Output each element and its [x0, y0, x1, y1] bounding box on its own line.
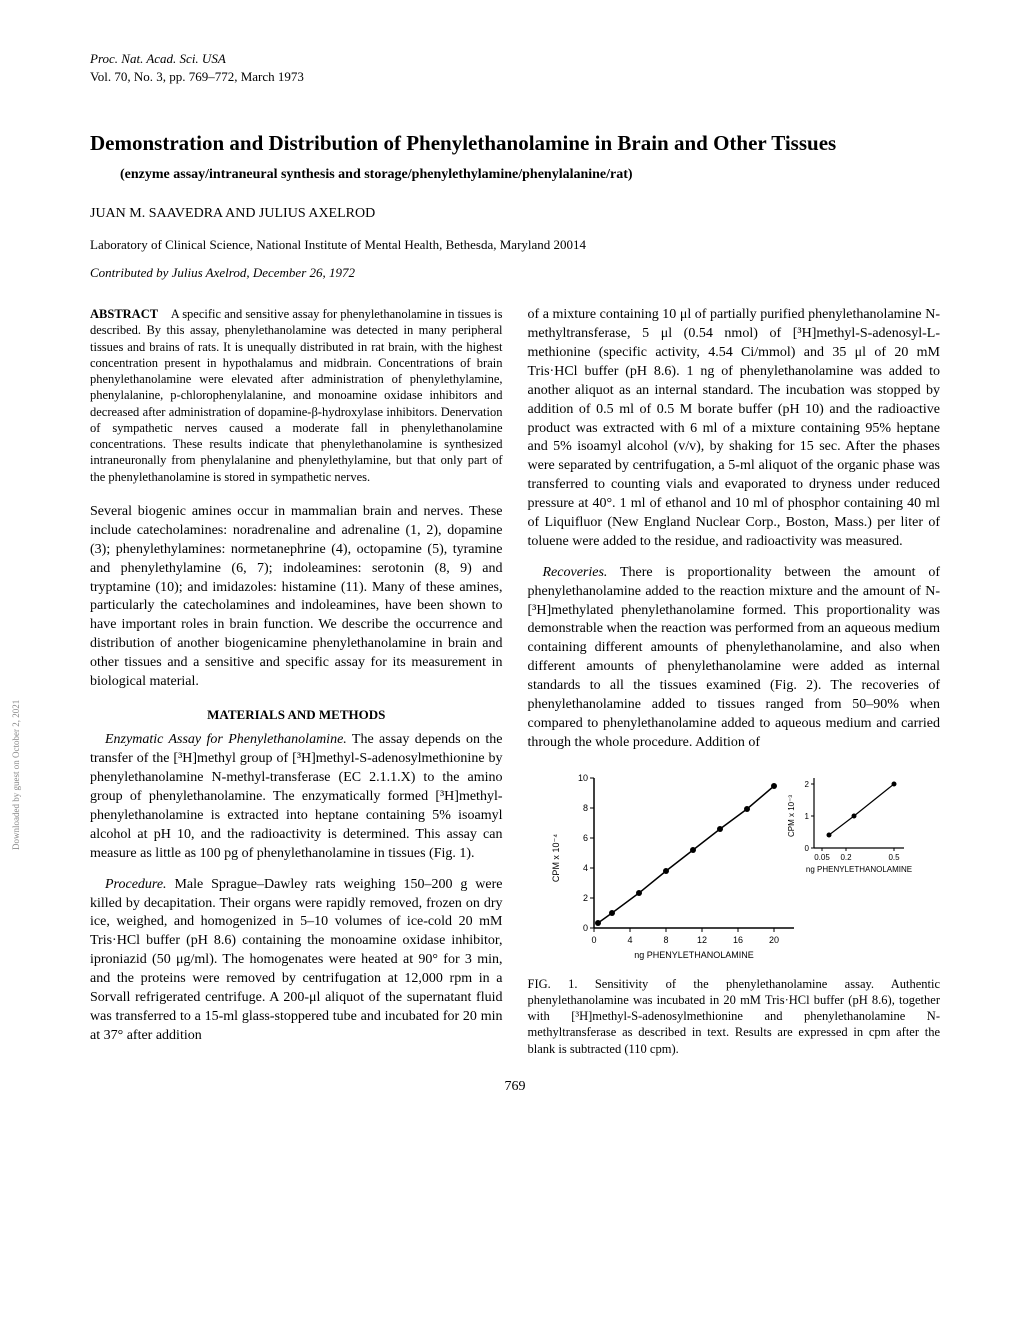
- svg-text:8: 8: [663, 935, 668, 945]
- svg-text:CPM x 10⁻³: CPM x 10⁻³: [787, 794, 796, 836]
- svg-text:0: 0: [804, 844, 809, 853]
- recoveries-body: There is proportionality between the amo…: [528, 565, 941, 750]
- article-title: Demonstration and Distribution of Phenyl…: [90, 130, 940, 156]
- methods-p2-body: Male Sprague–Dawley rats weighing 150–20…: [90, 877, 503, 1043]
- svg-text:10: 10: [578, 773, 588, 783]
- journal-header: Proc. Nat. Acad. Sci. USA Vol. 70, No. 3…: [90, 50, 940, 85]
- abstract-label: ABSTRACT: [90, 307, 158, 321]
- run-in-head-3: Recoveries.: [543, 565, 608, 580]
- svg-text:12: 12: [697, 935, 707, 945]
- svg-text:8: 8: [583, 803, 588, 813]
- journal-name: Proc. Nat. Acad. Sci. USA: [90, 50, 940, 68]
- svg-text:0.2: 0.2: [840, 853, 852, 862]
- left-column: ABSTRACT A specific and sensitive assay …: [90, 306, 503, 1057]
- svg-text:2: 2: [583, 893, 588, 903]
- svg-text:4: 4: [627, 935, 632, 945]
- svg-text:20: 20: [769, 935, 779, 945]
- journal-issue: Vol. 70, No. 3, pp. 769–772, March 1973: [90, 68, 940, 86]
- authors: JUAN M. SAAVEDRA AND JULIUS AXELROD: [90, 205, 940, 224]
- abstract: ABSTRACT A specific and sensitive assay …: [90, 306, 503, 485]
- svg-text:16: 16: [733, 935, 743, 945]
- fig-caption-text: Sensitivity of the phenylethanolamine as…: [528, 977, 941, 1056]
- download-note: Downloaded by guest on October 2, 2021: [10, 700, 22, 850]
- svg-text:ng PHENYLETHANOLAMINE: ng PHENYLETHANOLAMINE: [806, 865, 912, 874]
- methods-continuation: of a mixture containing 10 μl of partial…: [528, 306, 941, 552]
- figure-1-caption: FIG. 1. Sensitivity of the phenylethanol…: [528, 976, 941, 1057]
- svg-text:4: 4: [583, 863, 588, 873]
- two-column-layout: ABSTRACT A specific and sensitive assay …: [90, 306, 940, 1057]
- methods-paragraph-1: Enzymatic Assay for Phenylethanolamine. …: [90, 731, 503, 863]
- page-number: 769: [90, 1078, 940, 1097]
- methods-p1-body: The assay depends on the transfer of the…: [90, 732, 503, 860]
- article-subtitle: (enzyme assay/intraneural synthesis and …: [120, 166, 940, 185]
- recoveries-paragraph: Recoveries. There is proportionality bet…: [528, 564, 941, 753]
- svg-text:0: 0: [583, 923, 588, 933]
- svg-text:6: 6: [583, 833, 588, 843]
- contributed-line: Contributed by Julius Axelrod, December …: [90, 264, 940, 282]
- abstract-body: A specific and sensitive assay for pheny…: [90, 307, 503, 484]
- run-in-head-2: Procedure.: [105, 877, 167, 892]
- svg-text:ng PHENYLETHANOLAMINE: ng PHENYLETHANOLAMINE: [634, 950, 754, 960]
- right-column: of a mixture containing 10 μl of partial…: [528, 306, 941, 1057]
- svg-text:1: 1: [804, 812, 809, 821]
- intro-paragraph: Several biogenic amines occur in mammali…: [90, 503, 503, 692]
- svg-text:CPM x 10⁻⁴: CPM x 10⁻⁴: [551, 834, 561, 882]
- svg-text:2: 2: [804, 780, 809, 789]
- methods-paragraph-2: Procedure. Male Sprague–Dawley rats weig…: [90, 876, 503, 1046]
- run-in-head-1: Enzymatic Assay for Phenylethanolamine.: [105, 732, 347, 747]
- figure-1-chart: 0 2 4 6 8 10: [544, 768, 924, 968]
- svg-text:0.05: 0.05: [814, 853, 830, 862]
- affiliation: Laboratory of Clinical Science, National…: [90, 236, 940, 254]
- section-heading-methods: MATERIALS AND METHODS: [90, 706, 503, 724]
- figure-1: 0 2 4 6 8 10: [528, 768, 941, 1057]
- svg-text:0.5: 0.5: [888, 853, 900, 862]
- svg-text:0: 0: [591, 935, 596, 945]
- fig-label: FIG. 1.: [528, 977, 578, 991]
